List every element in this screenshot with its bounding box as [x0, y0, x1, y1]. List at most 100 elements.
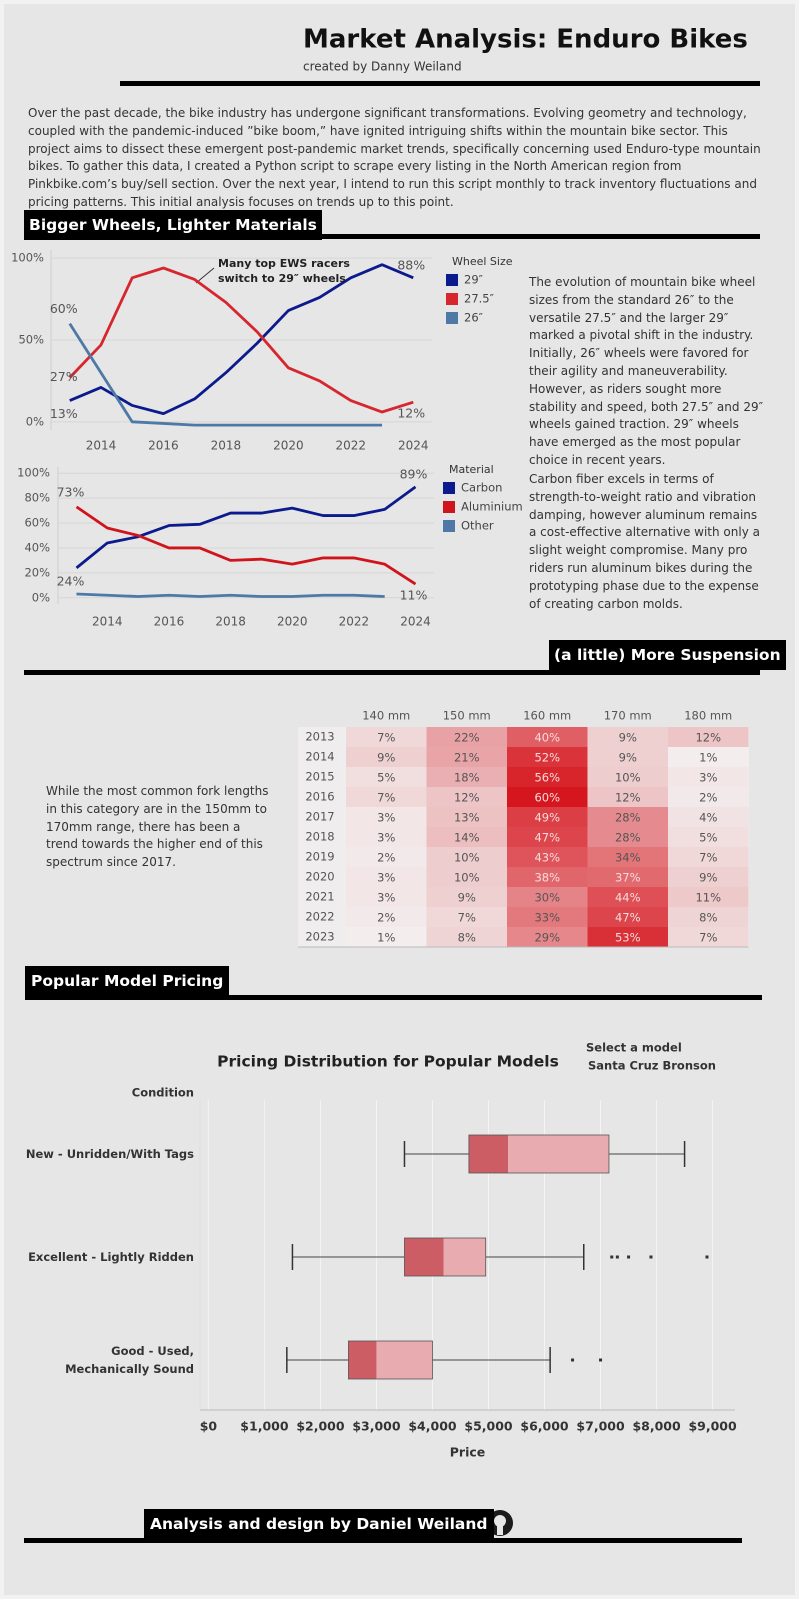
cell — [587, 807, 668, 827]
rule — [24, 670, 760, 675]
cell-label: 7% — [377, 791, 395, 805]
note: While the most common fork lengths in th… — [46, 784, 269, 870]
cell — [507, 807, 588, 827]
cell — [507, 887, 588, 907]
column-header: 160 mm — [523, 709, 571, 723]
cell — [668, 747, 749, 767]
value-label: 24% — [57, 573, 85, 588]
x-tick-label: 2014 — [86, 439, 117, 453]
annotation-leader — [195, 267, 215, 284]
cell-label: 49% — [534, 811, 560, 825]
x-tick-label: 2022 — [339, 615, 370, 629]
cell — [587, 927, 668, 947]
x-tick-label: 2014 — [92, 615, 123, 629]
cell — [346, 747, 427, 767]
cell-label: 43% — [534, 851, 560, 865]
cell — [507, 727, 588, 747]
cell-label: 3% — [377, 871, 395, 885]
value-label: 27% — [50, 369, 78, 384]
selector[interactable]: Santa Cruz Bronson — [588, 1059, 716, 1073]
category-label: New - Unridden/With Tags — [25, 1147, 194, 1161]
selector-label: Select a model — [586, 1041, 682, 1055]
cell — [507, 867, 588, 887]
cell-label: 8% — [458, 931, 476, 945]
cell — [507, 827, 588, 847]
cell-label: 9% — [619, 731, 637, 745]
cell-label: 5% — [377, 771, 395, 785]
row-header: 2017 — [305, 810, 334, 824]
value-label: 88% — [397, 257, 425, 272]
box-lower — [468, 1135, 509, 1173]
cell — [346, 887, 427, 907]
cell-label: 10% — [454, 871, 480, 885]
cell-label: 3% — [377, 891, 395, 905]
box-lower — [404, 1238, 444, 1276]
cell — [346, 767, 427, 787]
cell — [668, 847, 749, 867]
cell-label: 52% — [534, 751, 560, 765]
row-header: 2015 — [305, 770, 334, 784]
y-tick-label: 100% — [11, 251, 44, 265]
cell-label: 3% — [377, 811, 395, 825]
box-upper — [508, 1135, 609, 1173]
y-tick-label: 100% — [17, 466, 50, 480]
cell — [587, 747, 668, 767]
row-header: 2014 — [305, 750, 334, 764]
cell — [426, 827, 507, 847]
cell-label: 47% — [615, 911, 641, 925]
legend-label: Carbon — [461, 481, 502, 495]
cell — [668, 907, 749, 927]
x-tick-label: $0 — [200, 1419, 218, 1434]
cell-label: 7% — [699, 931, 717, 945]
outlier — [649, 1255, 653, 1259]
cell-label: 2% — [699, 791, 717, 805]
cell-label: 28% — [615, 811, 641, 825]
cell — [346, 907, 427, 927]
cell — [668, 827, 749, 847]
outlier — [705, 1255, 709, 1259]
category-label: Good - Used, Mechanically Sound — [65, 1344, 194, 1376]
note: Carbon fiber excels in terms of strength… — [529, 472, 760, 611]
cell — [426, 787, 507, 807]
value-label: 73% — [57, 484, 85, 499]
row-header: 2021 — [305, 890, 334, 904]
cell — [668, 807, 749, 827]
x-tick-label: 2022 — [336, 439, 367, 453]
cell-label: 18% — [454, 771, 480, 785]
section-title: Popular Model Pricing — [25, 966, 230, 996]
legend-title: Wheel Size — [452, 255, 513, 268]
legend-label: Other — [461, 519, 494, 533]
value-label: 60% — [50, 301, 78, 316]
cell — [668, 727, 749, 747]
y-tick-label: 0% — [26, 414, 44, 428]
cell-label: 7% — [699, 851, 717, 865]
cell-label: 34% — [615, 851, 641, 865]
cell-label: 12% — [454, 791, 480, 805]
cell-label: 40% — [534, 731, 560, 745]
legend-label: 27.5″ — [464, 292, 495, 306]
cell — [507, 847, 588, 867]
cell-label: 44% — [615, 891, 641, 905]
cell-label: 9% — [699, 871, 717, 885]
value-label: 13% — [50, 406, 78, 421]
cell-label: 3% — [377, 831, 395, 845]
cell-label: 29% — [534, 931, 560, 945]
cell — [426, 847, 507, 867]
title: Market Analysis: Enduro Bikes — [303, 25, 748, 55]
outlier — [627, 1255, 631, 1259]
cell-label: 9% — [377, 751, 395, 765]
cell — [346, 727, 427, 747]
row-header: 2023 — [305, 930, 334, 944]
cell — [426, 887, 507, 907]
cell — [587, 787, 668, 807]
outlier — [615, 1255, 619, 1259]
line — [75, 505, 417, 586]
cell — [346, 867, 427, 887]
cell — [668, 887, 749, 907]
cell — [587, 867, 668, 887]
row-header: 2019 — [305, 850, 334, 864]
box-upper — [443, 1238, 486, 1276]
line — [68, 266, 414, 414]
chart-title: Pricing Distribution for Popular Models — [217, 1053, 559, 1071]
